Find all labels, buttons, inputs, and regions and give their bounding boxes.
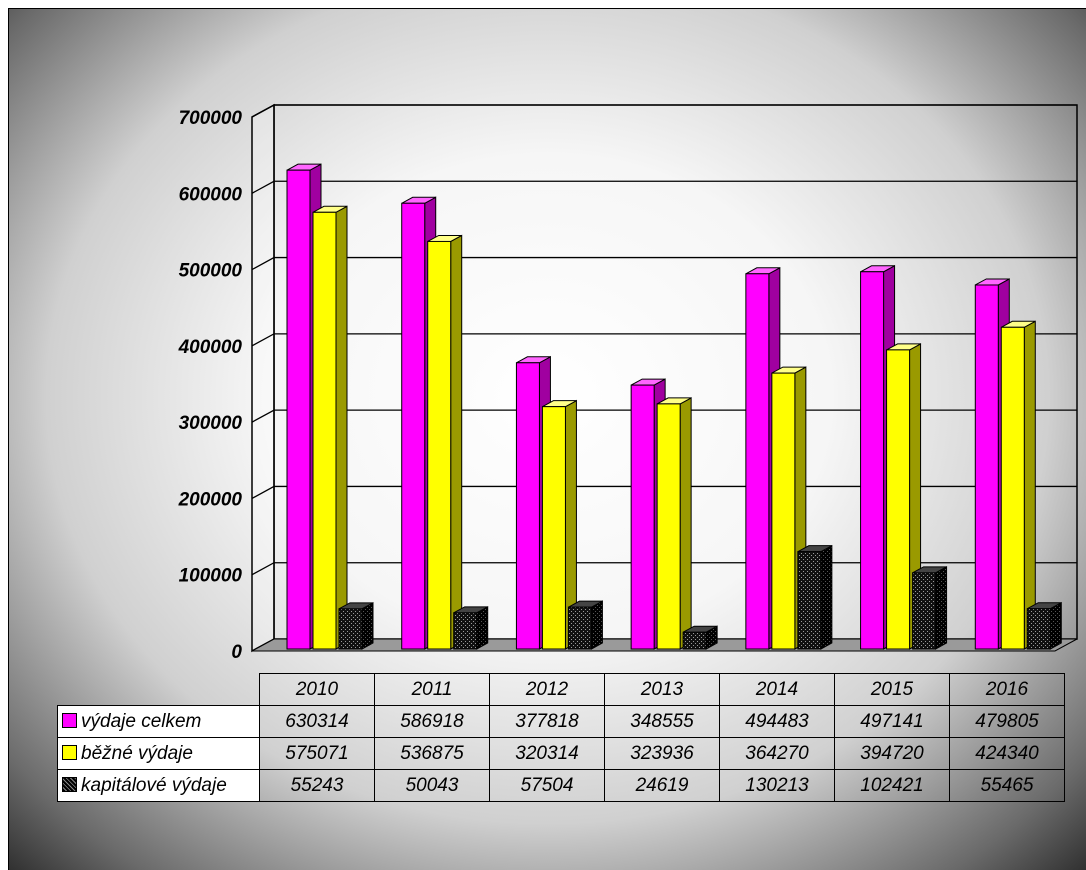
bar-vydaje-celkem-2016 [974, 284, 999, 650]
legend-entry-kapitalove-vydaje: kapitálové výdaje [57, 769, 260, 802]
category-2012: 2012 [489, 673, 605, 706]
table-cell: 130213 [719, 769, 835, 802]
table-cell: 575071 [259, 737, 375, 770]
bar-vydaje-celkem-2015 [860, 271, 885, 650]
bar-bezne-vydaje-2012 [541, 406, 566, 650]
table-cell: 586918 [374, 705, 490, 738]
table-corner [57, 673, 260, 706]
y-tick-label: 500000 [179, 261, 243, 282]
category-2013: 2013 [604, 673, 720, 706]
table-cell: 50043 [374, 769, 490, 802]
table-cell: 320314 [489, 737, 605, 770]
bar-vydaje-celkem-2012 [515, 362, 540, 650]
gridline [251, 104, 1077, 118]
gridline [251, 333, 1077, 347]
bar-chart: 0 100000 200000 300000 400000 500000 600000 700… [178, 103, 1078, 663]
gridline [251, 180, 1077, 194]
table-cell: 424340 [949, 737, 1065, 770]
legend-entry-bezne-vydaje: běžné výdaje [57, 737, 260, 770]
table-row-bezne-vydaje: běžné výdaje 575071 536875 320314 323936… [57, 737, 1065, 770]
bar-kapitalove-vydaje-2010 [338, 608, 363, 650]
bar-vydaje-celkem-2014 [745, 273, 770, 650]
table-row-vydaje-celkem: výdaje celkem 630314 586918 377818 34855… [57, 705, 1065, 738]
chart-frame: 0 100000 200000 300000 400000 500000 600000 700… [8, 8, 1086, 870]
category-2014: 2014 [719, 673, 835, 706]
table-cell: 394720 [834, 737, 950, 770]
bar-bezne-vydaje-2011 [427, 240, 452, 650]
bar-bezne-vydaje-2013-side [679, 397, 692, 650]
bar-vydaje-celkem-2013 [630, 384, 655, 650]
table-cell: 102421 [834, 769, 950, 802]
table-cell: 55465 [949, 769, 1065, 802]
legend-entry-vydaje-celkem: výdaje celkem [57, 705, 260, 738]
category-2011: 2011 [374, 673, 490, 706]
bar-bezne-vydaje-2015 [886, 349, 911, 650]
gridline [251, 409, 1077, 423]
table-cell: 479805 [949, 705, 1065, 738]
category-2015: 2015 [834, 673, 950, 706]
table-cell: 55243 [259, 769, 375, 802]
y-tick-label: 700000 [179, 108, 243, 129]
bar-kapitalove-vydaje-2016-side [1049, 601, 1062, 650]
legend-key-magenta [62, 712, 77, 728]
bar-kapitalove-vydaje-2015 [912, 572, 937, 650]
bar-kapitalove-vydaje-2011 [453, 612, 478, 650]
table-cell: 364270 [719, 737, 835, 770]
legend-key-hatched [62, 776, 77, 792]
table-cell: 497141 [834, 705, 950, 738]
table-cell: 494483 [719, 705, 835, 738]
bar-vydaje-celkem-2011 [401, 202, 426, 650]
data-table: 2010 2011 2012 2013 2014 2015 2016 výdaj… [57, 673, 1065, 802]
legend-label: výdaje celkem [81, 710, 202, 732]
table-row-kapitalove-vydaje: kapitálové výdaje 55243 50043 57504 2461… [57, 769, 1065, 802]
y-tick-label: 400000 [178, 337, 243, 358]
gridline [251, 256, 1077, 271]
bar-kapitalove-vydaje-2011-side [476, 605, 489, 650]
bar-kapitalove-vydaje-2016 [1026, 608, 1051, 650]
legend-label: běžné výdaje [81, 742, 193, 764]
table-cell: 57504 [489, 769, 605, 802]
bar-kapitalove-vydaje-2014 [797, 551, 822, 650]
table-header-row: 2010 2011 2012 2013 2014 2015 2016 [57, 673, 1065, 706]
bar-kapitalove-vydaje-2012-side [590, 600, 603, 650]
bar-bezne-vydaje-2010 [312, 211, 337, 650]
bar-bezne-vydaje-2010-side [335, 205, 348, 650]
table-cell: 536875 [374, 737, 490, 770]
y-tick-label: 0 [231, 642, 242, 663]
gridline [251, 485, 1077, 499]
bar-kapitalove-vydaje-2012 [567, 606, 592, 650]
bar-bezne-vydaje-2016 [1000, 326, 1025, 650]
bar-bezne-vydaje-2014 [771, 372, 796, 650]
table-cell: 323936 [604, 737, 720, 770]
bar-kapitalove-vydaje-2010-side [361, 602, 374, 650]
table-cell: 348555 [604, 705, 720, 738]
legend-label: kapitálové výdaje [81, 774, 227, 796]
bar-kapitalove-vydaje-2015-side [935, 566, 948, 650]
bar-bezne-vydaje-2013 [656, 403, 681, 650]
table-cell: 24619 [604, 769, 720, 802]
category-2010: 2010 [259, 673, 375, 706]
legend-key-yellow [62, 744, 77, 760]
table-cell: 377818 [489, 705, 605, 738]
bar-bezne-vydaje-2016-side [1023, 320, 1036, 650]
category-2016: 2016 [949, 673, 1065, 706]
y-tick-label: 300000 [179, 413, 243, 434]
table-cell: 630314 [259, 705, 375, 738]
y-tick-label: 600000 [179, 184, 243, 205]
y-tick-label: 200000 [178, 489, 243, 510]
bar-kapitalove-vydaje-2013 [682, 631, 707, 650]
bar-kapitalove-vydaje-2014-side [820, 544, 833, 650]
bar-bezne-vydaje-2011-side [450, 234, 463, 650]
bar-vydaje-celkem-2010 [286, 169, 311, 650]
y-tick-label: 100000 [179, 566, 243, 587]
